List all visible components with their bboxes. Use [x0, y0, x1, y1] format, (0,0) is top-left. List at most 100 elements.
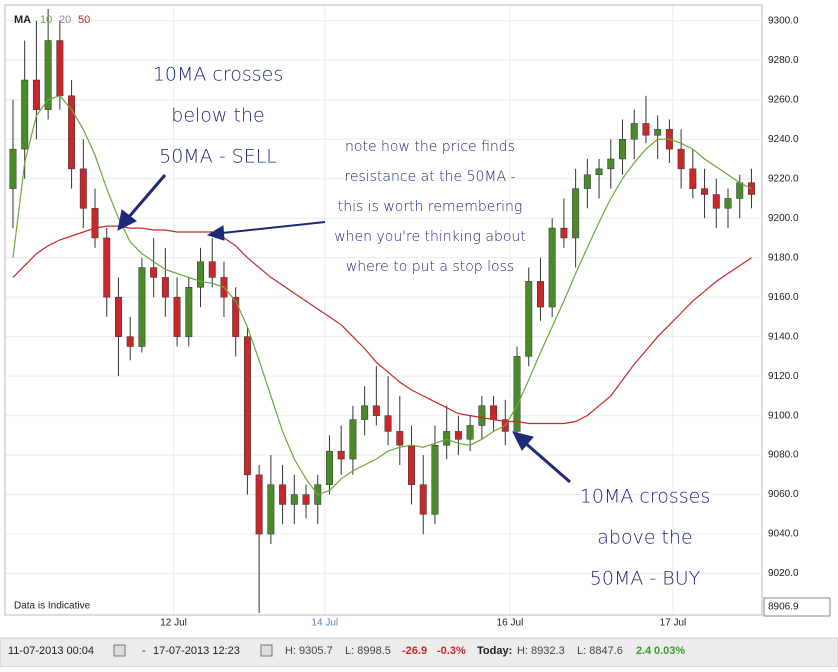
candle-body [349, 419, 357, 460]
y-tick-label: 9200.0 [768, 213, 799, 224]
y-tick-label: 9300.0 [768, 15, 799, 26]
annotation: 10MA crosses [580, 486, 710, 508]
status-today-change-pct: 0.03% [654, 645, 685, 657]
annotation: when you're thinking about [334, 229, 526, 245]
calendar-icon[interactable] [260, 644, 273, 657]
candle-body [619, 138, 626, 160]
candle-body [232, 296, 240, 337]
candle-body [583, 174, 591, 189]
candle-body [689, 168, 697, 189]
status-today-low: L: 8847.6 [577, 645, 623, 657]
annotation: this is worth remembering [338, 199, 523, 215]
candle-body [466, 425, 474, 440]
arrow [126, 174, 167, 219]
y-tick-label: 9220.0 [768, 173, 799, 184]
candle-body [548, 227, 556, 308]
candle-body [208, 261, 216, 278]
candle-body [443, 431, 451, 446]
candle-body [595, 168, 603, 176]
x-tick-label: 12 Jul [160, 618, 187, 629]
candle-body [9, 148, 17, 189]
status-change-pct: -0.3% [437, 645, 466, 657]
y-tick-label: 9180.0 [768, 252, 799, 263]
candle-body [161, 277, 169, 298]
arrow-head [512, 431, 534, 451]
status-low: L: 8998.5 [345, 645, 391, 657]
status-start: 11-07-2013 00:04 [8, 645, 94, 657]
candle-body [114, 296, 122, 337]
candle-body [408, 444, 415, 485]
candle-body [279, 484, 287, 505]
candle-body [454, 431, 462, 440]
candle-body [44, 40, 52, 110]
candle-body [560, 227, 568, 239]
arrow-head [117, 209, 137, 231]
plot-frame [4, 4, 763, 616]
last-price-box [763, 597, 831, 617]
ma-line [12, 95, 752, 496]
candle-body [56, 40, 64, 97]
arrow [522, 439, 571, 484]
candle-body [419, 484, 427, 515]
candle-body [255, 474, 263, 535]
legend-entry: 50 [78, 14, 90, 26]
arrow [221, 221, 326, 234]
candle-body [654, 129, 662, 136]
candle-body [126, 336, 134, 347]
legend-entry: 10 [40, 14, 52, 26]
y-tick-label: 9100.0 [768, 410, 799, 421]
candle-body [396, 431, 404, 446]
candle-body [290, 494, 298, 505]
candle-body [138, 267, 146, 347]
candle-body [68, 95, 76, 170]
plot [9, 8, 755, 614]
ma-line [12, 225, 752, 425]
candle-body [431, 444, 439, 515]
last-price: 8906.9 [768, 602, 799, 613]
candle-body [525, 281, 533, 357]
candle-body [361, 405, 369, 420]
legend-title: MA [14, 14, 31, 26]
candle-body [372, 405, 380, 416]
candle-body [701, 188, 709, 195]
candle-body [712, 194, 720, 209]
candle-body [384, 415, 392, 432]
candle-body [91, 208, 99, 239]
y-tick-label: 9040.0 [768, 529, 799, 540]
candle-body [677, 148, 685, 170]
candle-body [267, 484, 275, 535]
x-tick-label: 16 Jul [497, 618, 524, 629]
status-today-label: Today: [477, 645, 512, 657]
status-end: 17-07-2013 12:23 [153, 645, 240, 657]
y-tick-label: 9280.0 [768, 55, 799, 66]
status-today-high: H: 8932.3 [517, 645, 565, 657]
candle-body [79, 168, 87, 209]
y-tick-label: 9020.0 [768, 568, 799, 579]
candle-body [736, 182, 744, 199]
x-tick-label: 17 Jul [660, 618, 687, 629]
annotation: below the [171, 105, 264, 127]
status-change: -26.9 [402, 645, 427, 657]
candle-body [490, 405, 498, 420]
candle-body [630, 123, 638, 140]
disclaimer: Data is Indicative [14, 601, 91, 612]
candle-body [302, 494, 310, 505]
y-tick-label: 9160.0 [768, 292, 799, 303]
candle-body [150, 267, 158, 278]
x-tick-label: 14 Jul [311, 618, 338, 629]
candle-body [642, 123, 650, 136]
candle-body [103, 237, 111, 298]
annotation: 10MA crosses [153, 64, 283, 86]
status-today-change: 2.4 [636, 645, 652, 657]
calendar-icon[interactable] [113, 644, 126, 657]
grid [5, 5, 762, 615]
candle-body [32, 79, 40, 110]
candle-body [21, 79, 29, 150]
candle-body [513, 356, 521, 432]
candle-body [536, 281, 544, 308]
y-tick-label: 9080.0 [768, 450, 799, 461]
arrows [117, 174, 571, 484]
candle-body [173, 296, 181, 337]
candle-body [185, 287, 193, 337]
